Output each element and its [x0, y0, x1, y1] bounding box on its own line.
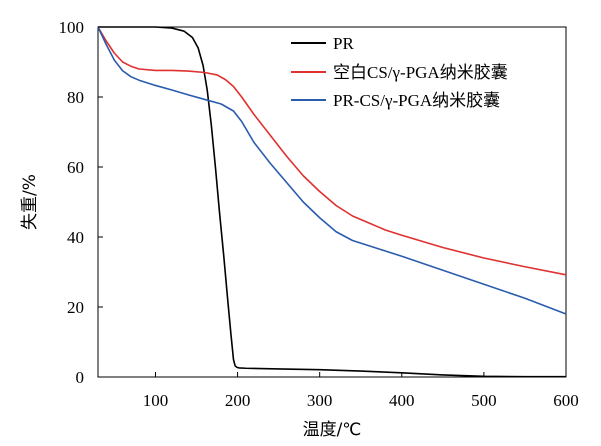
legend-label-blank-capsule: 空白CS/γ-PGA纳米胶囊: [333, 63, 508, 82]
legend-item-blank-capsule: 空白CS/γ-PGA纳米胶囊: [291, 63, 508, 82]
legend-item-pr-capsule: PR-CS/γ-PGA纳米胶囊: [291, 91, 500, 110]
x-tick-label: 600: [553, 391, 579, 410]
x-tick-label: 500: [471, 391, 497, 410]
y-tick-label: 40: [67, 228, 84, 247]
series-line-pr: [98, 26, 566, 378]
series-line-blank-capsule: [97, 26, 567, 276]
x-tick-label: 100: [143, 391, 169, 410]
y-tick-label: 60: [67, 158, 84, 177]
plot-area: [97, 26, 567, 378]
legend-label-pr-capsule: PR-CS/γ-PGA纳米胶囊: [333, 91, 500, 110]
legend-label-pr: PR: [333, 34, 354, 53]
legend: PR 空白CS/γ-PGA纳米胶囊 PR-CS/γ-PGA纳米胶囊: [291, 34, 508, 110]
y-tick-label: 0: [76, 368, 85, 387]
y-tick-label: 20: [67, 298, 84, 317]
series-layer: [97, 26, 567, 378]
legend-item-pr: PR: [291, 34, 354, 53]
x-axis-title: 温度/℃: [303, 420, 362, 440]
ticks-layer: 100 200 300 400 500 600 0 20 40 60 80 100: [59, 18, 579, 410]
y-axis-title: 失重/%: [20, 174, 40, 230]
plot-frame: [97, 26, 567, 378]
x-tick-label: 200: [225, 391, 251, 410]
y-tick-label: 80: [67, 88, 84, 107]
y-tick-label: 100: [59, 18, 85, 37]
x-tick-label: 400: [389, 391, 415, 410]
x-tick-label: 300: [307, 391, 333, 410]
series-line-pr-capsule: [97, 26, 567, 315]
